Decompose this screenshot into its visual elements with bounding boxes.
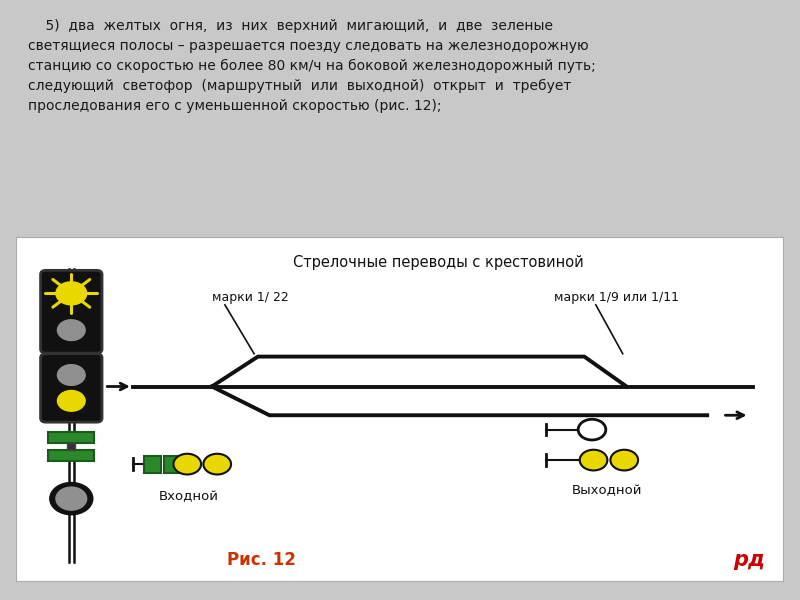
- Circle shape: [50, 482, 93, 515]
- Circle shape: [174, 454, 201, 475]
- Text: 5)  два  желтых  огня,  из  них  верхний  мигающий,  и  две  зеленые
светящиеся : 5) два желтых огня, из них верхний мигаю…: [27, 19, 595, 113]
- Circle shape: [580, 450, 607, 470]
- Bar: [48, 451, 94, 461]
- Text: рд: рд: [734, 550, 766, 570]
- Text: Стрелочные переводы с крестовиной: Стрелочные переводы с крестовиной: [293, 256, 584, 271]
- Circle shape: [58, 320, 85, 340]
- Text: Выходной: Выходной: [572, 484, 642, 497]
- Bar: [144, 455, 161, 473]
- FancyBboxPatch shape: [41, 271, 102, 353]
- Circle shape: [578, 419, 606, 440]
- Bar: [67, 443, 75, 451]
- Circle shape: [56, 487, 86, 510]
- Circle shape: [610, 450, 638, 470]
- Text: Входной: Входной: [158, 490, 219, 503]
- FancyBboxPatch shape: [41, 354, 102, 422]
- Bar: [48, 432, 94, 443]
- Text: Рис. 12: Рис. 12: [227, 551, 296, 569]
- Circle shape: [56, 282, 86, 305]
- Circle shape: [58, 365, 85, 385]
- FancyBboxPatch shape: [16, 237, 784, 582]
- Text: марки 1/ 22: марки 1/ 22: [212, 291, 289, 304]
- Circle shape: [58, 391, 85, 411]
- Text: марки 1/9 или 1/11: марки 1/9 или 1/11: [554, 291, 678, 304]
- Bar: [164, 455, 181, 473]
- Circle shape: [203, 454, 231, 475]
